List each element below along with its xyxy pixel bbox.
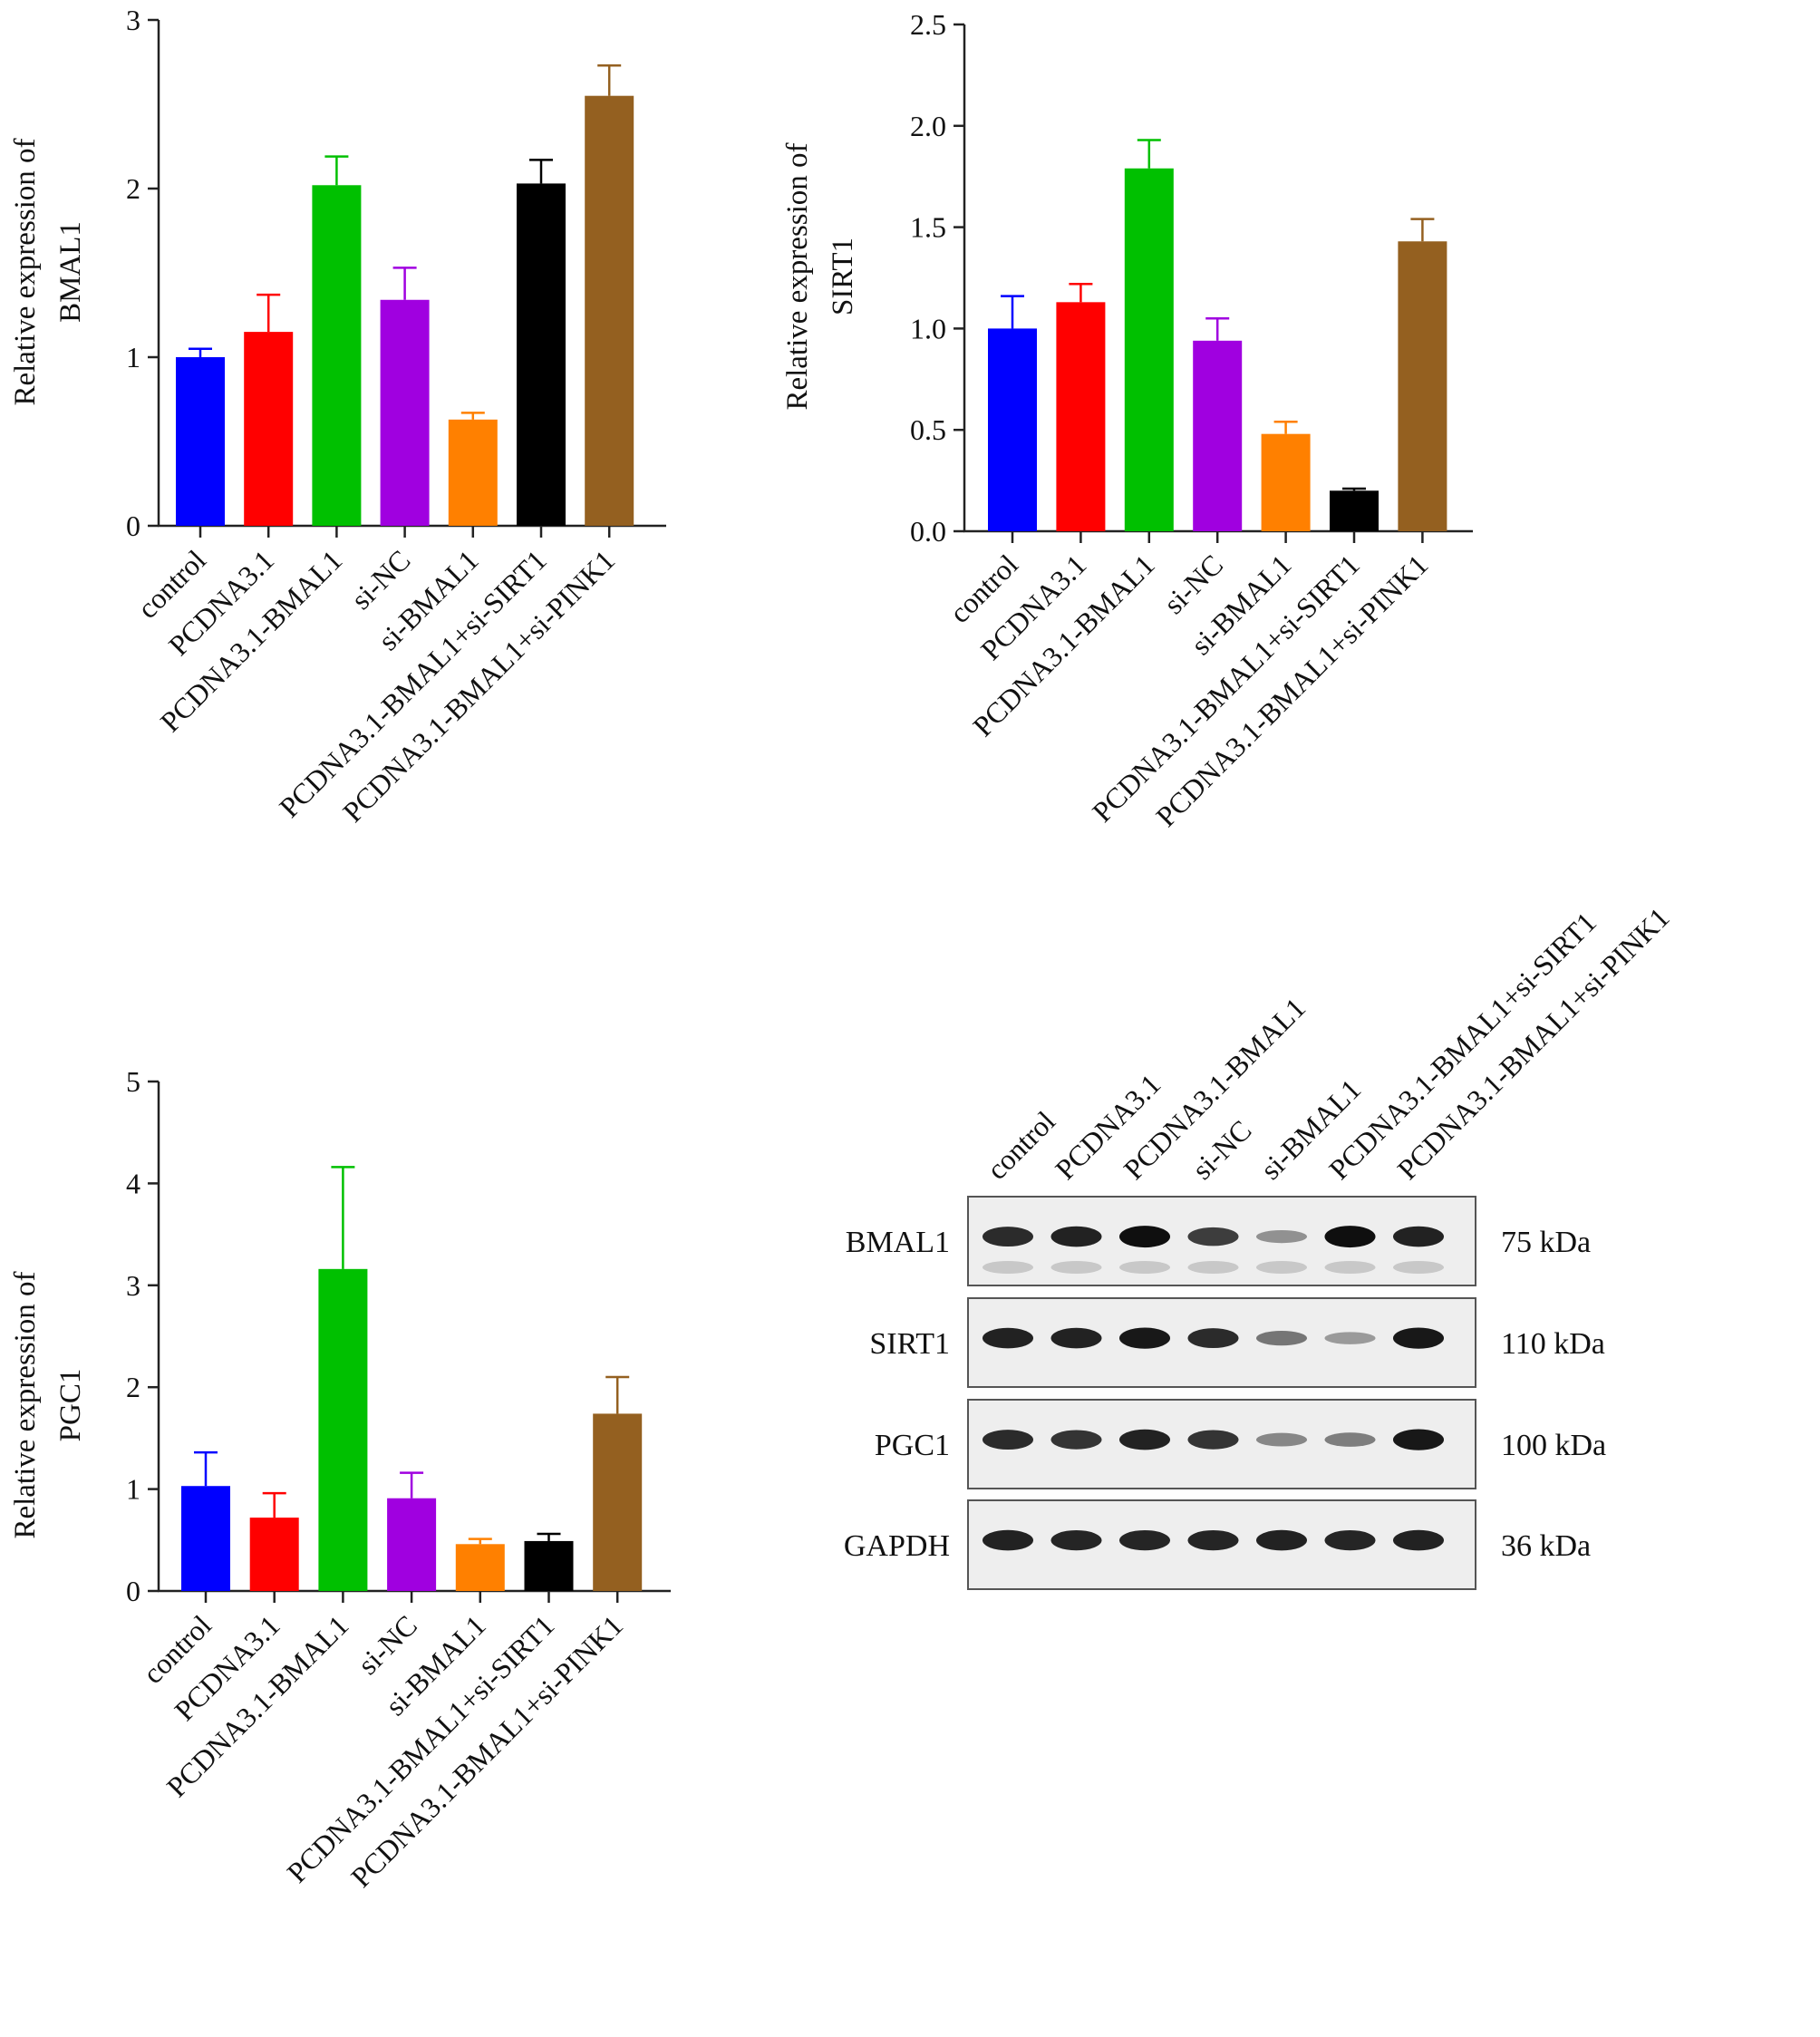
kda-label: 36 kDa [1501, 1529, 1591, 1563]
blot-band-secondary [983, 1261, 1033, 1274]
blot-band [1324, 1432, 1376, 1447]
y-axis-label: Relative expression of [781, 142, 814, 410]
bar-5 [1261, 433, 1311, 531]
blot-row-bmal1: BMAL1 75 kDa [846, 1196, 1591, 1286]
blot-row-pgc1: PGC1 100 kDa [875, 1399, 1606, 1489]
bar-4 [380, 299, 430, 526]
blot-band [1256, 1230, 1307, 1244]
blot-row-gapdh: GAPDH 36 kDa [844, 1499, 1591, 1590]
y-tick-label: 5 [126, 1065, 140, 1098]
y-tick-label: 1 [126, 1473, 140, 1506]
protein-label: SIRT1 [869, 1327, 950, 1361]
blot-band [1050, 1529, 1102, 1551]
y-axis-label: Relative expression of [9, 138, 42, 405]
kda-label: 110 kDa [1501, 1327, 1605, 1361]
y-tick-label: 0.0 [910, 515, 946, 548]
bar-3 [318, 1268, 368, 1591]
blot-band-secondary [1050, 1261, 1102, 1274]
bar-1 [988, 328, 1037, 531]
blot-band [1256, 1432, 1307, 1447]
bar-7 [585, 95, 634, 526]
bar-5 [455, 1544, 505, 1591]
blot-band [1119, 1327, 1170, 1349]
bar-7 [593, 1413, 643, 1591]
y-tick-label: 2.5 [910, 8, 946, 41]
blot-band [1324, 1529, 1376, 1551]
y-tick-label: 3 [126, 1269, 140, 1302]
blot-band [1187, 1227, 1239, 1246]
blot-band-secondary [1187, 1261, 1239, 1274]
bar-2 [249, 1518, 299, 1591]
blot-band [1187, 1529, 1239, 1551]
bar-1 [176, 357, 225, 526]
y-tick-label: 3 [126, 4, 140, 36]
bar-1 [181, 1486, 230, 1591]
bar-chart-2: 0.0 0.5 1.0 1.5 2.0 2.5 Relative expression of… [781, 8, 1473, 833]
bar-3 [1124, 168, 1174, 532]
blot-band [1393, 1429, 1444, 1450]
y-tick-label: 0 [126, 509, 140, 542]
blot-band [1119, 1226, 1170, 1248]
y-tick-label: 0.5 [910, 413, 946, 446]
kda-label: 100 kDa [1501, 1429, 1606, 1462]
y-axis-label: BMAL1 [54, 221, 87, 323]
bar-7 [1398, 241, 1447, 531]
y-tick-label: 4 [126, 1167, 140, 1199]
blot-band [983, 1327, 1033, 1349]
blot-band [1119, 1529, 1170, 1551]
blot-band [1050, 1327, 1102, 1349]
y-tick-label: 1 [126, 341, 140, 373]
y-tick-label: 2 [126, 1371, 140, 1403]
protein-label: GAPDH [844, 1529, 950, 1563]
blot-band [1256, 1529, 1307, 1551]
blot-band-secondary [1324, 1261, 1376, 1274]
y-axis-label: SIRT1 [827, 238, 859, 315]
blot-band [1050, 1226, 1102, 1247]
blot-band [1393, 1529, 1444, 1551]
western-blot-panel: controlPCDNA3.1PCDNA3.1-BMAL1si-NCsi-BMA… [844, 901, 1676, 1590]
blot-band [1324, 1226, 1376, 1248]
protein-label: PGC1 [875, 1429, 950, 1462]
kda-label: 75 kDa [1501, 1226, 1591, 1259]
bar-3 [312, 185, 362, 526]
blot-band [1324, 1332, 1376, 1344]
blot-band [983, 1529, 1033, 1551]
blot-band [1050, 1430, 1102, 1450]
y-tick-label: 0 [126, 1575, 140, 1607]
y-axis-label: Relative expression of [9, 1271, 42, 1538]
lane-label: PCDNA3.1-BMAL1+si-PINK1 [1390, 901, 1675, 1186]
bar-5 [448, 419, 498, 526]
y-tick-label: 1.5 [910, 211, 946, 244]
blot-band-secondary [1393, 1261, 1444, 1274]
blot-band [1187, 1430, 1239, 1450]
blot-band [1393, 1327, 1444, 1349]
bar-6 [1330, 490, 1379, 531]
bar-2 [1056, 302, 1106, 531]
blot-band-secondary [1119, 1261, 1170, 1274]
blot-band-secondary [1256, 1261, 1307, 1274]
blot-band [1256, 1330, 1307, 1346]
y-tick-label: 2 [126, 172, 140, 205]
bar-2 [244, 332, 294, 526]
lane-label: control [980, 1104, 1061, 1186]
protein-label: BMAL1 [846, 1226, 950, 1259]
blot-band [1393, 1226, 1444, 1247]
bar-6 [524, 1540, 574, 1591]
blot-band [1187, 1328, 1239, 1349]
bar-4 [387, 1498, 437, 1591]
blot-band [1119, 1429, 1170, 1450]
lane-label: PCDNA3.1-BMAL1+si-SIRT1 [1322, 906, 1602, 1186]
y-tick-label: 2.0 [910, 110, 946, 142]
blot-band [983, 1430, 1033, 1450]
blot-band [983, 1227, 1033, 1247]
bar-6 [517, 183, 566, 527]
y-tick-label: 1.0 [910, 312, 946, 344]
blot-row-sirt1: SIRT1 110 kDa [869, 1297, 1605, 1388]
y-axis-label: PGC1 [54, 1369, 87, 1442]
bar-4 [1193, 340, 1243, 531]
